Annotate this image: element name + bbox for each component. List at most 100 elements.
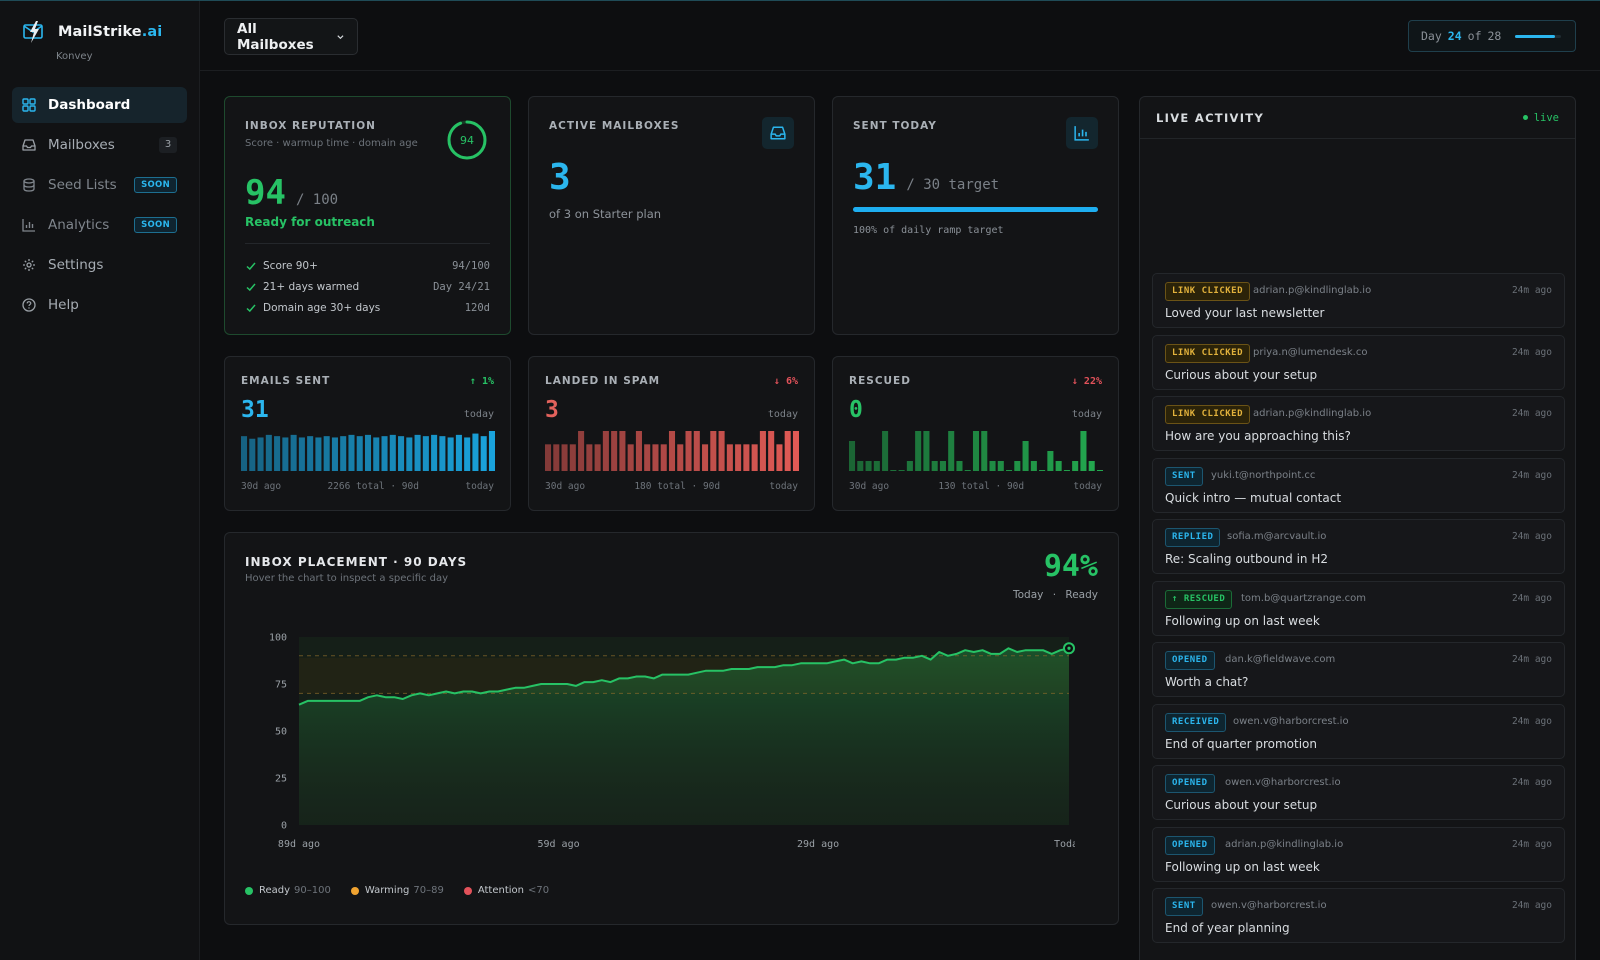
activity-item[interactable]: LINK CLICKED priya.n@lumendesk.co 24m ago C… — [1152, 334, 1565, 390]
range-end: today — [465, 481, 494, 492]
spark-bar — [931, 461, 938, 471]
spark-bar — [323, 436, 330, 471]
sidebar-item-help[interactable]: Help — [12, 287, 187, 323]
workspace-name: Konvey — [56, 51, 93, 62]
sent-today-metric: 31 / 30 target — [853, 157, 999, 198]
period-label: today — [767, 409, 798, 420]
activity-item[interactable]: SENT yuki.t@northpoint.cc 24m ago Quick int… — [1152, 457, 1565, 513]
activity-item[interactable]: ↑ RESCUED tom.b@quartzrange.com 24m ago Fol… — [1152, 580, 1565, 636]
mailbox-count-badge: 3 — [159, 137, 177, 153]
y-tick-label: 50 — [275, 727, 287, 738]
spark-bar — [455, 434, 462, 471]
spark-bar — [627, 444, 634, 471]
activity-item[interactable]: OPENED dan.k@fieldwave.com 24m ago Worth a … — [1152, 642, 1565, 697]
spark-bar — [315, 437, 322, 471]
activity-feed: LINK CLICKED adrian.p@kindlinglab.io 24m a… — [1152, 273, 1565, 950]
spark-bar — [865, 461, 872, 471]
spark-bar — [480, 436, 487, 471]
sent-today-card: SENT TODAY 31 / 30 target 100% of daily … — [832, 96, 1119, 335]
spark-bar — [718, 431, 725, 471]
spark-bar — [265, 434, 272, 471]
spark-bar — [668, 431, 676, 471]
soon-badge: SOON — [134, 217, 177, 233]
rescued-card: RESCUED ↓ 22% 0 today 30d ago 130 total … — [832, 356, 1119, 511]
delta-badge: ↓ 6% — [773, 375, 798, 387]
spark-bar — [776, 444, 783, 471]
placement-line — [298, 647, 1070, 706]
period-label: today — [463, 409, 494, 420]
delta-badge: ↑ 1% — [469, 375, 494, 387]
activity-subject: Worth a chat? — [1165, 675, 1249, 689]
check-icon — [246, 304, 256, 312]
sidebar-item-mailboxes[interactable]: Mailboxes 3 — [12, 127, 187, 163]
spark-bar — [939, 461, 946, 471]
activity-time: 24m ago — [1511, 346, 1552, 358]
spark-bar — [586, 444, 593, 471]
checklist-label: 21+ days warmed — [263, 280, 360, 293]
sidebar-item-analytics[interactable]: Analytics SOON — [12, 207, 187, 243]
current-point-center — [1067, 646, 1071, 650]
spark-bar — [685, 431, 692, 471]
reputation-ring-arc — [447, 120, 487, 160]
spark-bar — [298, 437, 305, 471]
sidebar-item-seed-lists[interactable]: Seed Lists SOON — [12, 167, 187, 203]
spark-bar — [447, 437, 454, 471]
emails-sent-value: 31 — [241, 397, 269, 423]
spark-bar — [906, 461, 913, 471]
placement-meta: Today · Ready — [1013, 589, 1098, 601]
activity-tag: OPENED — [1165, 651, 1215, 670]
sidebar-item-settings[interactable]: Settings — [12, 247, 187, 283]
day-progress-track — [1515, 34, 1562, 38]
y-tick-label: 100 — [269, 633, 287, 644]
spark-bar — [915, 431, 922, 471]
sent-today-target: / 30 target — [906, 177, 1000, 193]
spark-bar — [569, 444, 576, 471]
spark-bar — [1063, 470, 1070, 471]
activity-item[interactable]: RECEIVED owen.v@harborcrest.io 24m ago End … — [1152, 703, 1565, 759]
spark-bar — [464, 437, 471, 471]
activity-item[interactable]: REPLIED sofia.m@arcvault.io 24m ago Re: Sca… — [1152, 519, 1565, 574]
range-start: 30d ago — [241, 481, 282, 492]
activity-subject: End of year planning — [1165, 921, 1290, 935]
spark-bar — [751, 444, 758, 471]
spark-bar — [652, 444, 659, 471]
legend-item-warming: Warming 70–89 — [350, 885, 444, 896]
spark-bar — [488, 431, 495, 471]
landed-in-spam-sparkbars — [545, 431, 799, 471]
activity-email: adrian.p@kindlinglab.io — [1253, 285, 1372, 296]
activity-item[interactable]: OPENED owen.v@harborcrest.io 24m ago Curiou… — [1152, 765, 1565, 820]
brand[interactable]: MailStrike.ai — [22, 20, 162, 44]
spark-bar — [873, 461, 880, 471]
spark-bar — [1006, 470, 1013, 471]
bar-chart-icon — [22, 219, 35, 232]
spark-bar — [611, 431, 618, 471]
sidebar-item-label: Help — [48, 297, 79, 313]
reputation-status: Ready for outreach — [245, 215, 375, 229]
spark-bar — [1088, 461, 1095, 471]
activity-time: 24m ago — [1511, 285, 1552, 296]
spark-bar — [373, 437, 380, 471]
divider — [245, 243, 490, 244]
mini-card-footer: 30d ago 130 total · 90d today — [849, 481, 1102, 492]
sidebar-item-label: Dashboard — [48, 97, 131, 113]
legend-dot — [245, 886, 253, 895]
spark-bar — [635, 431, 642, 471]
range-start: 30d ago — [545, 481, 586, 492]
activity-item[interactable]: OPENED adrian.p@kindlinglab.io 24m ago Foll… — [1152, 826, 1565, 882]
activity-item[interactable]: SENT owen.v@harborcrest.io 24m ago End of y… — [1152, 888, 1565, 943]
x-tick-label: 59d ago — [537, 839, 579, 850]
placement-title: INBOX PLACEMENT · 90 DAYS — [245, 555, 468, 569]
sidebar: MailStrike.ai Konvey Dashboard Mailboxes… — [0, 1, 200, 960]
mailbox-filter-dropdown[interactable]: All Mailboxes — [224, 18, 358, 55]
sidebar-item-label: Analytics — [48, 217, 110, 233]
sidebar-item-dashboard[interactable]: Dashboard — [12, 87, 187, 123]
active-mailboxes-value: 3 — [549, 157, 571, 198]
spark-bar — [792, 431, 799, 471]
placement-meta-separator: · — [1052, 589, 1057, 601]
spark-bar — [594, 444, 601, 471]
activity-email: owen.v@harborcrest.io — [1233, 715, 1349, 727]
inbox-placement-chart[interactable]: 0 25 50 75 100 89d ago 59d ago 29d ago Today — [265, 629, 1075, 869]
activity-subject: Curious about your setup — [1165, 798, 1318, 812]
activity-item[interactable]: LINK CLICKED adrian.p@kindlinglab.io 24m a… — [1152, 396, 1565, 451]
activity-item[interactable]: LINK CLICKED adrian.p@kindlinglab.io 24m a… — [1152, 273, 1565, 328]
